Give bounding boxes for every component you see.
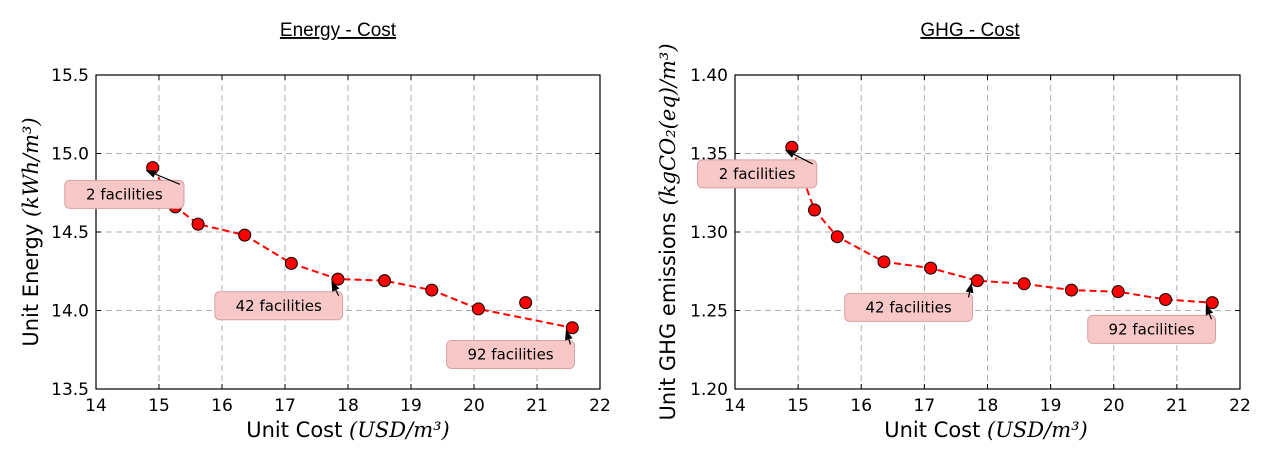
annotation-label: 2 facilities [86,185,163,203]
ghg-cost-chart: GHG - Cost 14 15 16 17 18 19 20 21 22 1.20 1.25 1.3… [656,20,1251,442]
x-tick-label: 22 [1229,396,1251,416]
y-axis-label: Unit Energy (kWh/m³) [19,117,43,346]
annotation-box [446,339,575,369]
x-tick-label: 18 [977,396,999,416]
chart-title: GHG - Cost [920,20,1020,41]
data-point [808,203,822,217]
series-line [790,146,1213,304]
y-tick-label: 1.20 [690,380,728,400]
data-point [331,272,345,286]
annotation-box [1087,314,1217,344]
annotation-box [64,179,185,209]
series [146,161,579,335]
data-point [1111,285,1125,299]
data-point [284,256,298,270]
x-tick-label: 20 [1103,396,1125,416]
x-tick-label: 20 [463,396,485,416]
x-tick-label: 21 [526,396,548,416]
data-point [1017,277,1031,291]
y-tick-label: 1.25 [690,302,728,322]
data-point [1205,296,1219,310]
annotation-label: 92 facilities [1109,320,1195,338]
annotations: 2 facilities 42 facilities 92 facilities [64,170,575,369]
x-axis-label: Unit Cost (USD/m³) [246,418,450,442]
grid [96,75,600,389]
x-tick-label: 19 [400,396,422,416]
annotation-arrow [965,282,974,298]
annotation-label: 2 facilities [719,165,796,183]
x-tick-label: 21 [1166,396,1188,416]
data-point [1064,283,1078,297]
annotation-arrow [784,149,813,165]
ticks: 14 15 16 17 18 19 20 21 22 13.5 14.0 14.5 15.0 15.5 [51,66,611,416]
data-point [924,261,938,275]
data-point [877,255,891,269]
annotation: 92 facilities [446,329,575,369]
annotations: 2 facilities 42 facilities 92 facilities [696,149,1217,344]
annotation-box [696,159,818,189]
data-point [1159,293,1173,307]
x-tick-label: 16 [850,396,872,416]
data-point [519,296,533,310]
data-point [425,283,439,297]
x-axis-label: Unit Cost (USD/m³) [884,418,1088,442]
ticks: 14 15 16 17 18 19 20 21 221.201.251.301.351.40 [690,66,1251,416]
annotation: 42 facilities [214,281,344,321]
y-tick-label: 15.5 [51,66,89,86]
x-tick-label: 14 [724,396,746,416]
annotation: 2 facilities [696,149,818,189]
series [785,140,1219,310]
annotation: 42 facilities [844,282,974,322]
annotation-arrow [331,281,340,297]
chart-title: Energy - Cost [280,20,397,41]
data-point [378,274,392,288]
x-tick-label: 15 [787,396,809,416]
data-point [471,302,485,316]
y-tick-label: 14.0 [51,302,89,322]
annotation-box [214,291,344,321]
x-tick-label: 22 [589,396,611,416]
annotation-label: 92 facilities [467,345,553,363]
x-tick-label: 18 [337,396,359,416]
annotation-arrow [1205,304,1214,320]
y-tick-label: 1.30 [690,223,728,243]
y-tick-label: 15.0 [51,145,89,165]
x-tick-label: 14 [85,396,107,416]
y-axis-label: Unit GHG emissions (kgCO₂(eq)/m³) [656,43,680,420]
x-tick-label: 16 [211,396,233,416]
x-tick-label: 17 [274,396,296,416]
y-tick-label: 14.5 [51,223,89,243]
annotation: 92 facilities [1087,304,1217,344]
x-tick-label: 19 [1040,396,1062,416]
annotation-label: 42 facilities [236,297,322,315]
data-point [565,321,579,335]
data-point [191,217,205,231]
annotation-arrow [145,170,181,185]
x-tick-label: 15 [148,396,170,416]
annotation-label: 42 facilities [866,298,952,316]
annotation: 2 facilities [64,170,185,209]
annotation-arrow [565,329,573,345]
data-point [830,230,844,244]
data-point [970,274,984,288]
x-tick-label: 17 [914,396,936,416]
y-tick-label: 1.40 [690,66,728,86]
annotation-box [844,292,973,322]
data-point [238,228,252,242]
energy-cost-chart: Energy - Cost 14 15 16 17 18 19 20 21 22 13.5 14.0… [19,20,611,442]
series-line [151,167,573,329]
y-tick-label: 13.5 [51,380,89,400]
